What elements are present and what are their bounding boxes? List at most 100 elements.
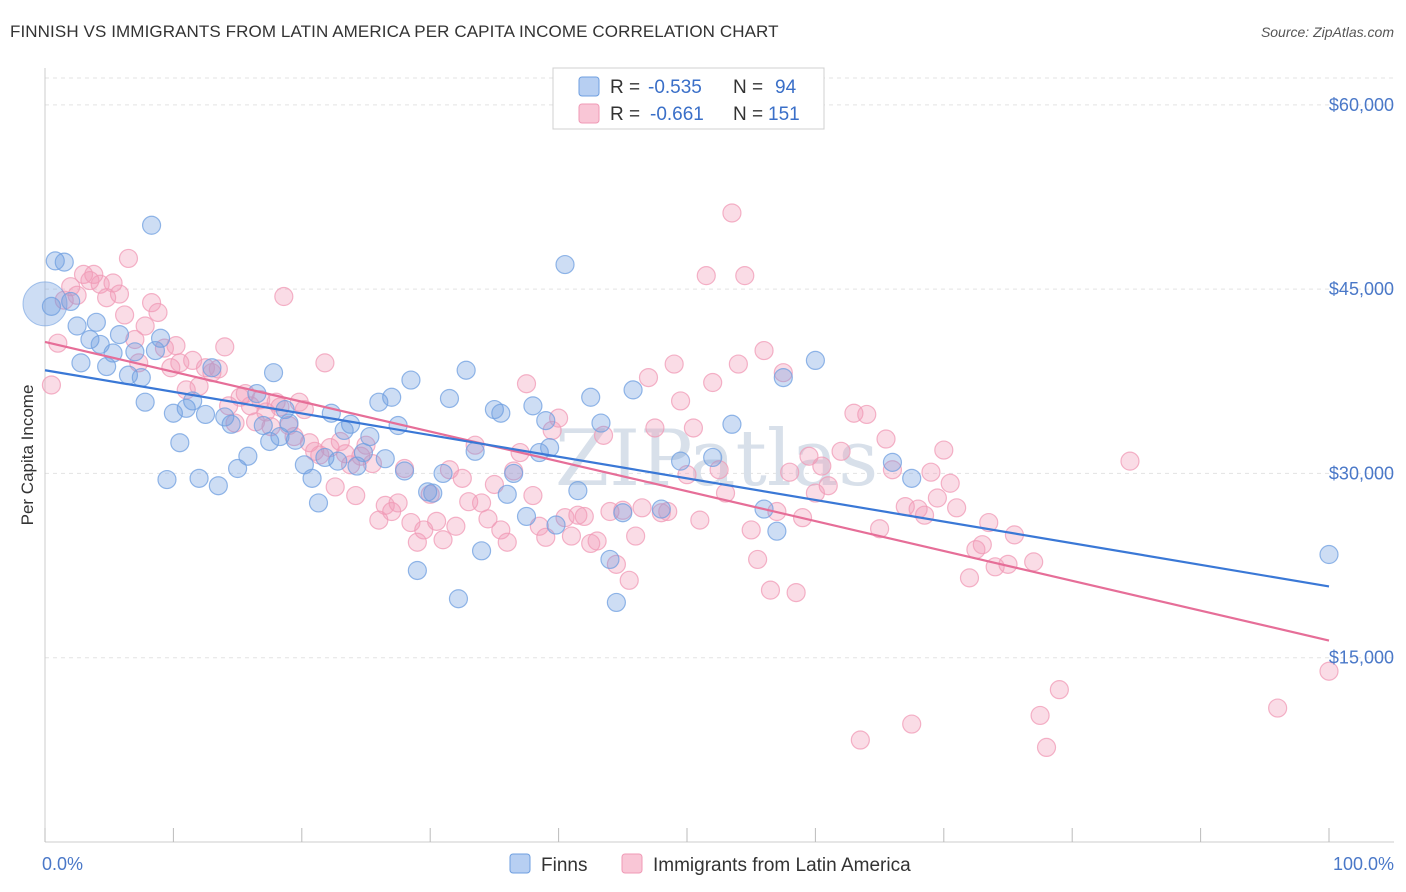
finns-point-56: [401, 370, 421, 390]
bottom-legend-label-latin: Immigrants from Latin America: [653, 855, 911, 876]
x-tick-label-min: 0.0%: [42, 854, 83, 874]
y-tick-labels: $15,000 $30,000 $45,000 $60,000: [1329, 95, 1394, 668]
latin-point-145: [947, 498, 967, 518]
finns-point-64: [465, 441, 485, 461]
legend-r-label-finns: R =: [610, 77, 640, 98]
series-latin-points: [41, 203, 1339, 758]
latin-point-155: [1036, 737, 1057, 758]
latin-point-12: [115, 305, 135, 325]
finns-point-33: [253, 415, 273, 436]
latin-point-16: [135, 316, 155, 336]
latin-point-56: [351, 446, 371, 466]
finns-trend-line: [44, 369, 1330, 588]
latin-point-140: [914, 505, 935, 525]
latin-point-123: [780, 462, 800, 482]
latin-point-72: [452, 468, 472, 488]
latin-point-11: [109, 284, 130, 304]
latin-point-111: [703, 372, 723, 393]
legend-r-label-latin: R =: [610, 104, 640, 125]
latin-point-138: [902, 714, 922, 734]
finns-point-28: [215, 407, 235, 427]
finns-point-78: [581, 387, 601, 407]
finns-point-86: [703, 447, 723, 468]
latin-point-96: [606, 554, 626, 574]
latin-point-77: [484, 474, 504, 495]
latin-point-128: [812, 456, 832, 476]
latin-point-99: [626, 526, 646, 546]
finns-point-90: [773, 368, 793, 388]
latin-point-98: [619, 570, 639, 590]
finns-point-76: [555, 254, 575, 275]
latin-point-41: [274, 286, 294, 307]
chart-title: FINNISH VS IMMIGRANTS FROM LATIN AMERICA…: [10, 22, 779, 41]
finns-point-17: [145, 340, 166, 361]
finns-point-21: [170, 433, 190, 453]
legend-n-label-finns: N =: [733, 77, 763, 98]
finns-point-93: [902, 468, 922, 488]
finns-point-67: [491, 403, 511, 423]
finns-point-92: [882, 452, 903, 472]
legend-n-value-latin: 151: [768, 104, 800, 125]
latin-point-130: [831, 441, 851, 461]
finns-point-24: [189, 468, 209, 488]
latin-point-89: [561, 526, 582, 546]
latin-point-135: [876, 429, 896, 449]
latin-point-105: [664, 354, 684, 374]
finns-point-94: [1319, 544, 1339, 565]
latin-point-124: [786, 582, 806, 603]
finns-point-4: [67, 316, 87, 336]
latin-point-158: [1268, 698, 1288, 718]
finns-point-50: [360, 426, 380, 447]
finns-point-55: [394, 461, 415, 481]
latin-point-62: [388, 493, 408, 513]
finns-point-57: [407, 560, 427, 581]
latin-point-71: [446, 516, 466, 536]
finns-point-81: [606, 592, 626, 613]
finns-point-11: [109, 325, 130, 345]
latin-point-48: [310, 445, 330, 465]
latin-point-85: [536, 527, 556, 547]
latin-point-148: [972, 535, 992, 555]
finns-point-75: [546, 515, 566, 535]
finns-point-43: [315, 447, 335, 468]
finns-point-62: [448, 589, 469, 609]
latin-point-143: [934, 440, 954, 460]
finns-point-80: [600, 549, 620, 570]
latin-point-51: [325, 477, 345, 497]
finns-point-66: [484, 399, 504, 420]
finns-point-47: [340, 414, 361, 434]
finns-point-69: [504, 463, 524, 484]
finns-point-84: [651, 499, 671, 519]
latin-point-10: [103, 273, 123, 293]
latin-point-78: [491, 520, 511, 540]
gridlines: [45, 77, 1394, 659]
latin-point-47: [305, 441, 325, 461]
latin-point-108: [683, 418, 704, 438]
finns-point-15: [135, 392, 155, 412]
finns-point-74: [540, 438, 560, 458]
latin-point-90: [568, 505, 588, 525]
finns-point-27: [208, 476, 228, 496]
finns-point-70: [516, 506, 537, 527]
finns-point-large: [22, 281, 68, 327]
latin-point-149: [979, 512, 999, 533]
latin-point-94: [593, 425, 614, 445]
latin-point-52: [330, 431, 350, 452]
finns-point-51: [369, 392, 389, 412]
axes: [44, 68, 1394, 843]
finns-point-63: [456, 360, 476, 380]
finns-point-26: [202, 358, 222, 378]
finns-point-22: [176, 398, 196, 418]
series-legend: Finns Immigrants from Latin America: [509, 853, 911, 876]
source-label: Source: ZipAtlas.com: [1260, 24, 1394, 40]
latin-point-69: [433, 530, 453, 550]
finns-point-45: [328, 451, 348, 471]
latin-point-118: [748, 549, 768, 570]
finns-point-18: [150, 328, 171, 348]
latin-point-146: [959, 568, 980, 588]
legend-r-value-finns: -0.535: [648, 77, 702, 98]
finns-point-38: [279, 413, 299, 433]
bottom-legend-label-finns: Finns: [541, 855, 587, 876]
finns-point-79: [591, 413, 611, 433]
latin-point-82: [516, 374, 537, 394]
